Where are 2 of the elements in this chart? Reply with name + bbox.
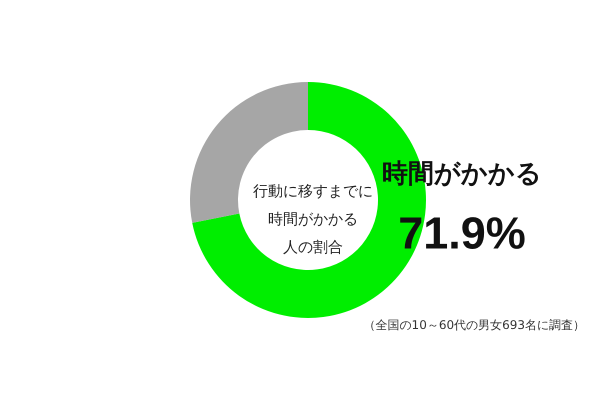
text: （全国の10～60代の男女693名に調査） [364, 318, 586, 332]
text: 行動に移すまでに時間がかかる人の割合 [253, 182, 373, 256]
